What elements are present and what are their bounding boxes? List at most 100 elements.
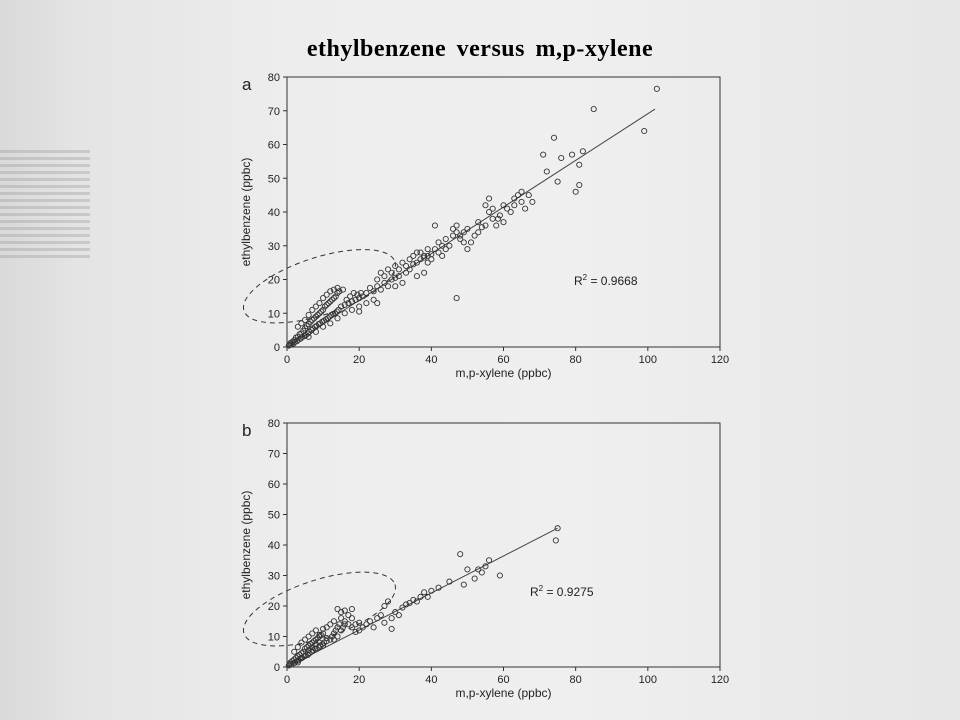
data-point bbox=[334, 633, 341, 640]
data-point bbox=[572, 188, 579, 195]
data-point bbox=[327, 288, 334, 295]
data-point bbox=[486, 195, 493, 202]
data-point bbox=[579, 148, 586, 155]
data-point bbox=[294, 659, 301, 666]
data-point bbox=[305, 647, 312, 654]
data-point bbox=[417, 256, 424, 263]
data-point bbox=[341, 621, 348, 628]
data-point bbox=[363, 621, 370, 628]
data-point bbox=[345, 621, 352, 628]
data-point bbox=[554, 525, 561, 532]
data-point bbox=[417, 249, 424, 256]
data-point bbox=[331, 310, 339, 317]
plot-frame bbox=[286, 422, 721, 668]
data-point bbox=[370, 288, 377, 295]
data-point bbox=[486, 208, 493, 216]
data-point bbox=[327, 621, 334, 628]
data-point bbox=[381, 619, 388, 626]
y-tick-label: 30 bbox=[268, 571, 280, 583]
data-point bbox=[312, 641, 319, 648]
x-tick-label: 100 bbox=[639, 354, 657, 366]
data-point bbox=[453, 222, 460, 229]
y-tick-label: 0 bbox=[274, 342, 280, 354]
data-point bbox=[428, 587, 435, 594]
data-point bbox=[309, 316, 316, 324]
data-point bbox=[359, 293, 366, 300]
data-point bbox=[511, 195, 518, 202]
data-point bbox=[312, 303, 319, 310]
data-point bbox=[298, 320, 305, 327]
data-point bbox=[311, 638, 318, 645]
data-point bbox=[653, 85, 660, 92]
data-point bbox=[305, 333, 312, 340]
data-point bbox=[403, 262, 410, 270]
data-point bbox=[327, 298, 334, 305]
highlight-ellipse bbox=[242, 571, 397, 647]
data-point bbox=[482, 222, 489, 229]
data-point bbox=[403, 269, 410, 276]
data-point bbox=[329, 296, 336, 303]
data-point bbox=[305, 642, 312, 649]
data-point bbox=[522, 205, 529, 212]
data-point bbox=[305, 633, 312, 640]
data-point bbox=[316, 639, 323, 646]
y-tick-label: 80 bbox=[268, 418, 280, 430]
data-point bbox=[406, 256, 413, 263]
data-point bbox=[338, 615, 345, 622]
scatter-panel-b: b 0 20 40 60 80 100 120 0 10 20 30 40 50 60 70 80 m,p-xyl… bbox=[239, 418, 729, 700]
y-tick-label: 50 bbox=[268, 173, 280, 185]
data-point bbox=[323, 301, 330, 308]
data-point bbox=[345, 300, 352, 307]
data-point bbox=[403, 601, 410, 608]
data-point bbox=[374, 276, 381, 283]
r-squared-superscript: 2 bbox=[539, 584, 544, 593]
data-point bbox=[576, 181, 583, 189]
data-point bbox=[442, 235, 449, 243]
x-tick-label: 40 bbox=[425, 354, 437, 366]
data-point bbox=[354, 291, 361, 298]
data-point bbox=[421, 589, 428, 596]
data-point bbox=[374, 615, 381, 622]
data-point bbox=[320, 642, 327, 649]
data-point bbox=[496, 572, 503, 579]
data-point bbox=[348, 605, 355, 613]
data-point bbox=[341, 618, 348, 625]
data-point bbox=[413, 273, 420, 280]
y-axis-label: ethylbenzene (ppbc) bbox=[239, 158, 253, 267]
data-point bbox=[464, 225, 471, 232]
decorative-stripes bbox=[0, 150, 90, 260]
data-point bbox=[392, 274, 399, 281]
plot-frame bbox=[286, 76, 721, 348]
data-point bbox=[374, 283, 381, 290]
data-point bbox=[431, 222, 438, 229]
data-point bbox=[377, 286, 384, 293]
x-tick-label: 120 bbox=[711, 674, 729, 686]
data-point bbox=[301, 636, 309, 643]
data-point bbox=[334, 315, 341, 322]
data-point bbox=[318, 631, 325, 639]
data-point bbox=[384, 283, 392, 290]
data-point bbox=[309, 639, 316, 646]
data-point bbox=[352, 628, 359, 635]
data-point bbox=[388, 269, 395, 276]
data-point bbox=[325, 300, 332, 307]
data-point bbox=[348, 615, 355, 622]
data-point bbox=[309, 306, 316, 313]
data-point bbox=[439, 252, 446, 259]
panel-letter: b bbox=[242, 421, 251, 440]
y-tick-label: 20 bbox=[268, 601, 280, 613]
data-point bbox=[395, 273, 402, 280]
data-point bbox=[384, 266, 392, 273]
data-point bbox=[399, 259, 406, 266]
data-point bbox=[558, 154, 565, 162]
data-point bbox=[320, 306, 327, 313]
y-tick-label: 80 bbox=[268, 72, 280, 84]
data-point bbox=[439, 242, 446, 249]
data-point bbox=[384, 598, 392, 605]
data-point bbox=[460, 581, 467, 588]
data-point bbox=[305, 311, 312, 318]
data-point bbox=[446, 242, 453, 249]
data-point bbox=[320, 630, 327, 637]
data-point bbox=[410, 596, 417, 603]
data-point bbox=[388, 615, 395, 622]
